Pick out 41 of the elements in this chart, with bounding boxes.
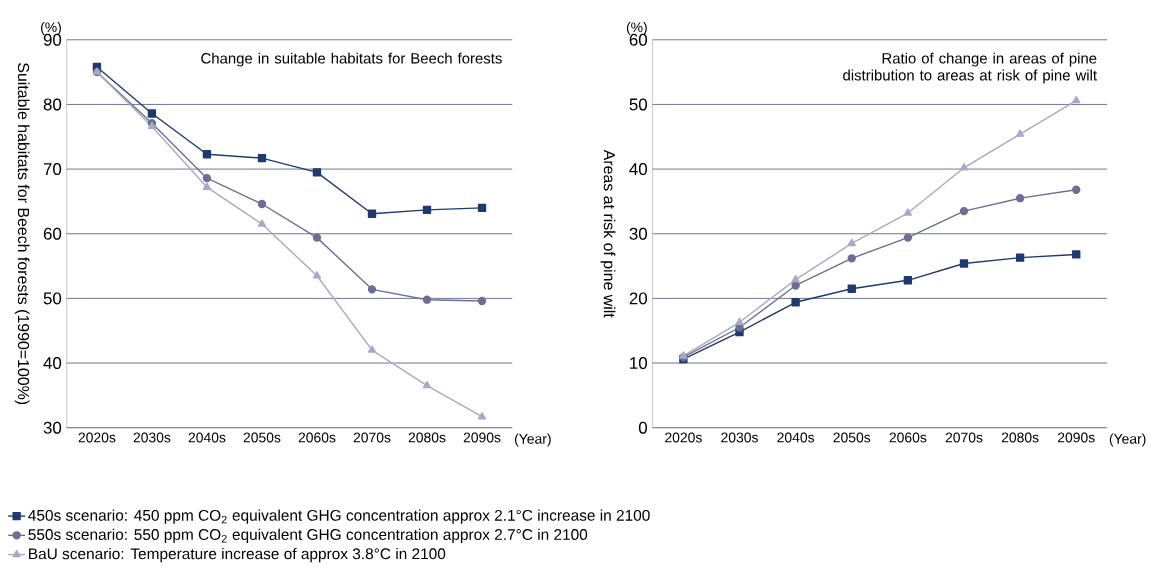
legend-label: 450s scenario: 450 ppm CO$_{2}$ equivalent GHG concentration approx 2.1°C increase in 2100 [28,509,650,524]
y-tick-label: 40 [629,163,648,176]
x-tick-label: 2090s [463,432,501,443]
y-tick-label: 70 [43,163,62,176]
x-tick-label: 2050s [833,432,871,443]
y-tick-label: 30 [629,227,648,240]
y-tick-label: 0 [638,421,648,434]
x-tick-label: 2070s [353,432,391,443]
x-tick-label: 2040s [777,432,815,443]
legend-label: BaU scenario: Temperature increase of approx 3.8°C in 2100 [29,547,446,563]
y-axis-title: Suitable habitats for Beech forests (1990=100%) [14,63,30,405]
legend-label: 550s scenario: 550 ppm CO$_{2}$ equivalent GHG concentration approx 2.7°C in 2100 [28,528,588,544]
y-tick-label: 20 [629,292,648,305]
text: Ratio of change in areas of pine distribution to areas at risk of pine wilt [843,52,1097,84]
y-tick-label: 40 [43,357,62,370]
x-tick-label: 2060s [889,432,927,443]
x-tick-label: 2050s [243,432,281,443]
y-tick-label: 10 [630,357,648,370]
y-tick-label: 60 [629,33,648,46]
x-tick-label: 2060s [298,432,336,443]
x-tick-label: 2070s [945,432,983,443]
x-tick-label: 2090s [1057,432,1095,443]
x-tick-label: 2020s [78,432,116,443]
x-tick-label: 2080s [408,432,446,443]
x-tick-label: 2080s [1001,432,1039,443]
y-tick-label: 50 [43,292,62,305]
x-tick-label: 2030s [133,432,171,443]
y-tick-label: 50 [629,98,648,111]
y-axis-title: Areas at risk of pine wilt [600,149,616,318]
y-tick-label: 90 [43,33,62,46]
text: (%) [626,22,647,36]
text: Change in suitable habitats for Beech forests [201,52,502,67]
y-tick-label: 30 [43,421,62,434]
text: (%) [41,22,61,36]
x-axis-title: (Year) [1109,433,1146,447]
x-axis-title: (Year) [514,433,551,447]
x-tick-label: 2030s [721,432,758,443]
x-tick-label: 2020s [665,432,702,443]
x-tick-label: 2040s [188,432,226,443]
y-tick-label: 60 [43,227,62,240]
y-tick-label: 80 [43,98,62,111]
